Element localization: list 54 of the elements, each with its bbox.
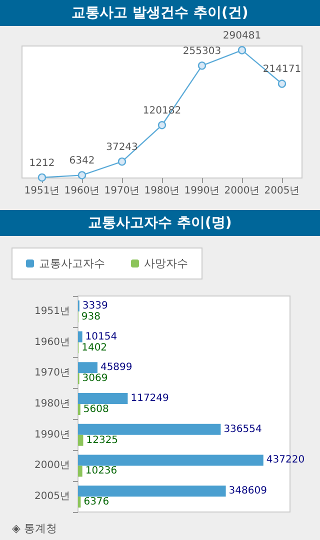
- bar: [78, 466, 82, 477]
- y-tick-label: 2005년: [34, 491, 70, 502]
- data-label: 290481: [222, 30, 262, 42]
- x-tick-label: 1980년: [144, 186, 180, 196]
- data-label: 5608: [83, 404, 109, 415]
- bar: [78, 331, 82, 342]
- x-tick-label: 2000년: [224, 186, 260, 196]
- bar: [78, 486, 226, 497]
- data-label: 6376: [84, 496, 110, 508]
- chart-title: 교통사고자수 추이(명): [0, 210, 320, 236]
- data-label: 348609: [228, 486, 267, 497]
- data-label: 437220: [266, 454, 305, 466]
- x-tick-label: 1990년: [184, 186, 220, 196]
- y-tick-label: 2000년: [34, 460, 70, 472]
- data-label: 6342: [69, 156, 95, 167]
- point: [118, 158, 126, 166]
- data-label: 3069: [82, 373, 108, 384]
- data-label: 255303: [182, 46, 222, 58]
- data-label: 1212: [29, 158, 55, 169]
- data-label: 37243: [106, 142, 138, 154]
- legend-label: 교통사고자수: [39, 257, 105, 270]
- y-tick-label: 1990년: [34, 429, 70, 440]
- legend-label: 사망자수: [144, 257, 188, 270]
- point: [38, 173, 46, 182]
- data-label: 45899: [100, 362, 132, 374]
- x-tick-label: 1970년: [104, 186, 140, 196]
- data-label: 3339: [82, 300, 108, 312]
- x-tick-label: 1951년: [24, 186, 60, 196]
- text: ◈ 통계청: [12, 522, 57, 535]
- y-tick-label: 1970년: [34, 368, 70, 379]
- data-label: 12325: [86, 434, 118, 446]
- y-tick-label: 1951년: [34, 306, 70, 317]
- point: [78, 171, 86, 180]
- bar: [78, 454, 264, 466]
- point: [158, 121, 166, 130]
- point: [198, 62, 206, 70]
- data-label: 1402: [82, 342, 108, 354]
- y-tick-label: 1980년: [34, 398, 70, 410]
- data-label: 10236: [85, 466, 118, 477]
- data-label: 938: [81, 311, 100, 322]
- bar: [78, 424, 221, 435]
- x-tick-label: 1960년: [64, 186, 100, 196]
- point: [238, 46, 246, 54]
- data-label: 336554: [224, 424, 262, 435]
- data-label: 117249: [130, 393, 169, 404]
- y-tick-label: 1960년: [34, 336, 70, 348]
- point: [278, 80, 286, 88]
- chart-title: 교통사고 발생건수 추이(건): [0, 0, 320, 26]
- bar: [78, 496, 81, 508]
- data-label: 10154: [85, 331, 118, 342]
- bar: [78, 362, 98, 374]
- bar: [78, 434, 84, 446]
- bar: [78, 393, 128, 404]
- x-tick-label: 2005년: [264, 186, 300, 196]
